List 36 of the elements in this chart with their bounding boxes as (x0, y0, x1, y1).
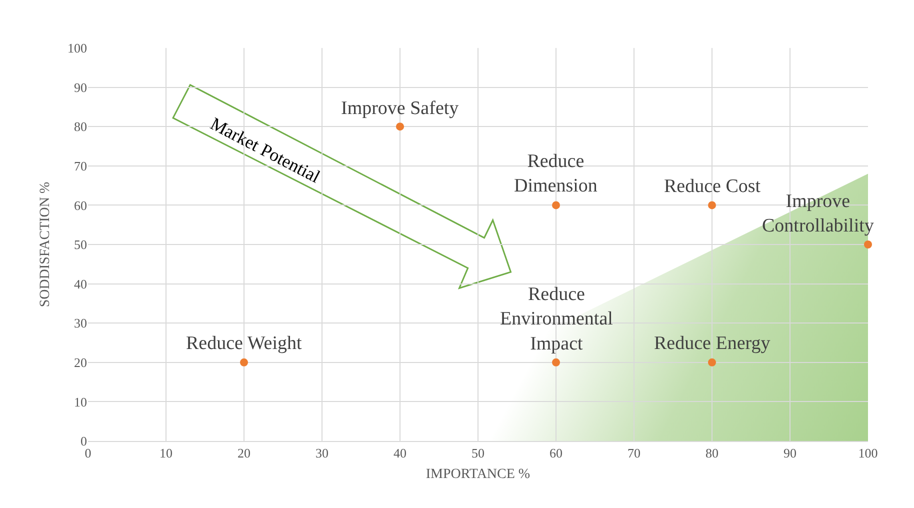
point (240, 358, 248, 366)
point (552, 358, 560, 366)
y-tick-label: 20 (74, 354, 87, 370)
annotation: Reduce Weight (186, 333, 302, 354)
point (552, 201, 560, 210)
x-axis-title: IMPORTANCE % (426, 466, 530, 482)
x-tick-label: 60 (550, 446, 562, 461)
x-tick-label: 30 (316, 446, 328, 461)
x-tick-label: 100 (858, 446, 878, 461)
x-tick-label: 70 (628, 446, 640, 461)
y-tick-label: 80 (74, 119, 87, 134)
x-tick-label: 10 (160, 446, 172, 461)
y-tick-label: 60 (74, 198, 87, 213)
annotation: Reduce Dimension (514, 151, 598, 197)
y-tick-label: 30 (74, 316, 87, 331)
y-axis-title: SODDISFACTION % (38, 181, 54, 308)
point (708, 358, 716, 366)
annotation: Reduce Environmental Impact (500, 284, 613, 354)
y-tick-label: 50 (74, 237, 87, 252)
y-tick-label: 0 (80, 434, 87, 449)
x-tick-label: 40 (394, 446, 406, 461)
annotation: Improve Safety (341, 98, 460, 119)
point (864, 240, 872, 248)
point (396, 122, 404, 131)
y-tick-label: 100 (68, 40, 87, 56)
x-tick-label: 50 (472, 446, 484, 461)
y-tick-label: 90 (74, 80, 87, 95)
annotation: Reduce Energy (654, 333, 771, 354)
x-tick-label: 20 (238, 446, 250, 461)
x-tick-label: 80 (706, 446, 718, 461)
annotation: Reduce Cost (664, 176, 762, 197)
y-tick-label: 40 (74, 276, 87, 292)
x-tick-label: 90 (784, 446, 796, 461)
y-tick-label: 10 (74, 394, 87, 410)
y-tick-label: 70 (74, 158, 87, 174)
point (708, 201, 716, 210)
